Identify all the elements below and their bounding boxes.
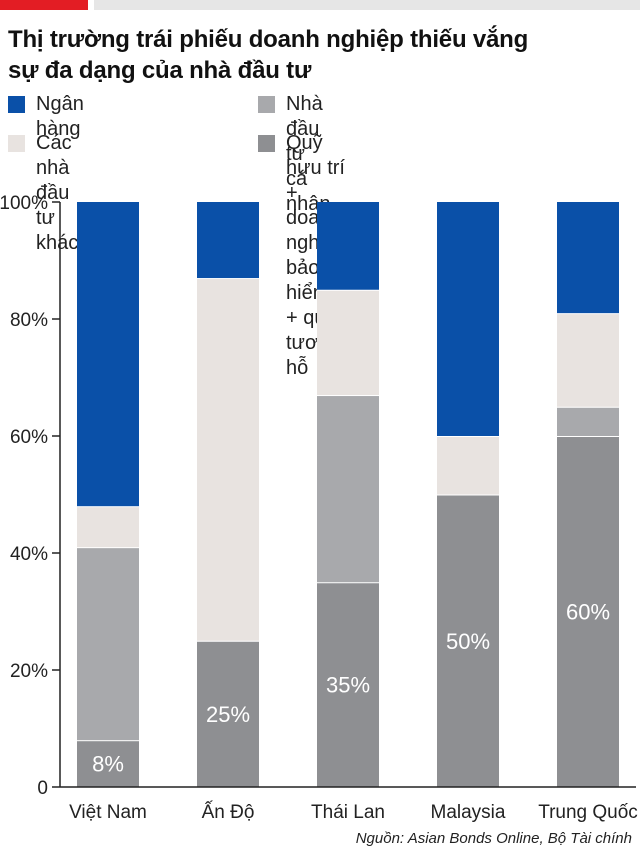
x-tick-label-3: Malaysia xyxy=(431,802,506,823)
bar-segment-0-1 xyxy=(77,547,139,741)
bar-segment-3-2 xyxy=(437,436,499,495)
data-label-3: 50% xyxy=(446,629,490,654)
legend-swatch-individual-investors xyxy=(258,96,275,113)
bar-segment-3-0 xyxy=(437,494,499,787)
data-label-4: 60% xyxy=(566,600,610,625)
legend-label-banks: Ngân hàng xyxy=(36,93,84,140)
chart-title-line-1: Thị trường trái phiếu doanh nghiệp thiếu… xyxy=(8,26,529,53)
bar-segment-4-2 xyxy=(557,313,619,407)
legend-item-banks: Ngân hàng xyxy=(8,92,84,142)
grey-accent xyxy=(94,0,640,10)
bar-segment-2-0 xyxy=(317,582,379,787)
bar-segment-0-0 xyxy=(77,740,139,787)
legend-item-individual-investors: Nhà đầu tư cá nhân xyxy=(258,92,331,217)
data-label-1: 25% xyxy=(206,702,250,727)
y-tick-label-1: 20% xyxy=(10,661,48,682)
bar-segment-2-3 xyxy=(317,202,379,290)
chart-title: Thị trường trái phiếu doanh nghiệp thiếu… xyxy=(8,24,632,86)
legend-swatch-other-investors xyxy=(8,135,25,152)
y-tick-label-0: 0 xyxy=(37,778,48,799)
bar-segment-2-2 xyxy=(317,289,379,396)
bar-segment-4-3 xyxy=(557,202,619,314)
x-tick-label-0: Việt Nam xyxy=(69,802,147,823)
legend-swatch-pension-insurance-funds xyxy=(258,135,275,152)
legend-item-other-investors: Các nhà đầu tư khác xyxy=(8,131,78,256)
chart-title-line-2: sự đa dạng của nhà đầu tư xyxy=(8,57,312,84)
x-tick-label-2: Thái Lan xyxy=(311,802,385,823)
y-tick-label-3: 60% xyxy=(10,427,48,448)
y-tick-label-4: 80% xyxy=(10,310,48,331)
bar-segment-3-3 xyxy=(437,202,499,436)
legend-label-individual-investors: Nhà đầu tư cá nhân xyxy=(286,93,331,215)
x-tick-label-1: Ấn Độ xyxy=(202,801,255,823)
y-tick-label-2: 40% xyxy=(10,544,48,565)
legend-swatch-banks xyxy=(8,96,25,113)
bar-segment-1-0 xyxy=(197,640,259,787)
bar-segment-1-3 xyxy=(197,202,259,279)
bar-segment-4-1 xyxy=(557,406,619,436)
bar-segment-0-2 xyxy=(77,506,139,548)
bar-segment-2-1 xyxy=(317,395,379,583)
y-tick-label-5: 100% xyxy=(0,193,48,214)
top-accent-bar xyxy=(0,0,640,10)
data-label-0: 8% xyxy=(92,752,124,777)
red-accent xyxy=(0,0,88,10)
data-label-2: 35% xyxy=(326,673,370,698)
bar-segment-4-0 xyxy=(557,436,619,787)
x-tick-label-4: Trung Quốc xyxy=(538,802,638,823)
source-note: Nguồn: Asian Bonds Online, Bộ Tài chính xyxy=(355,830,632,847)
bar-segment-1-2 xyxy=(197,278,259,641)
legend-label-other-investors: Các nhà đầu tư khác xyxy=(36,132,79,254)
bar-segment-0-3 xyxy=(77,202,139,507)
